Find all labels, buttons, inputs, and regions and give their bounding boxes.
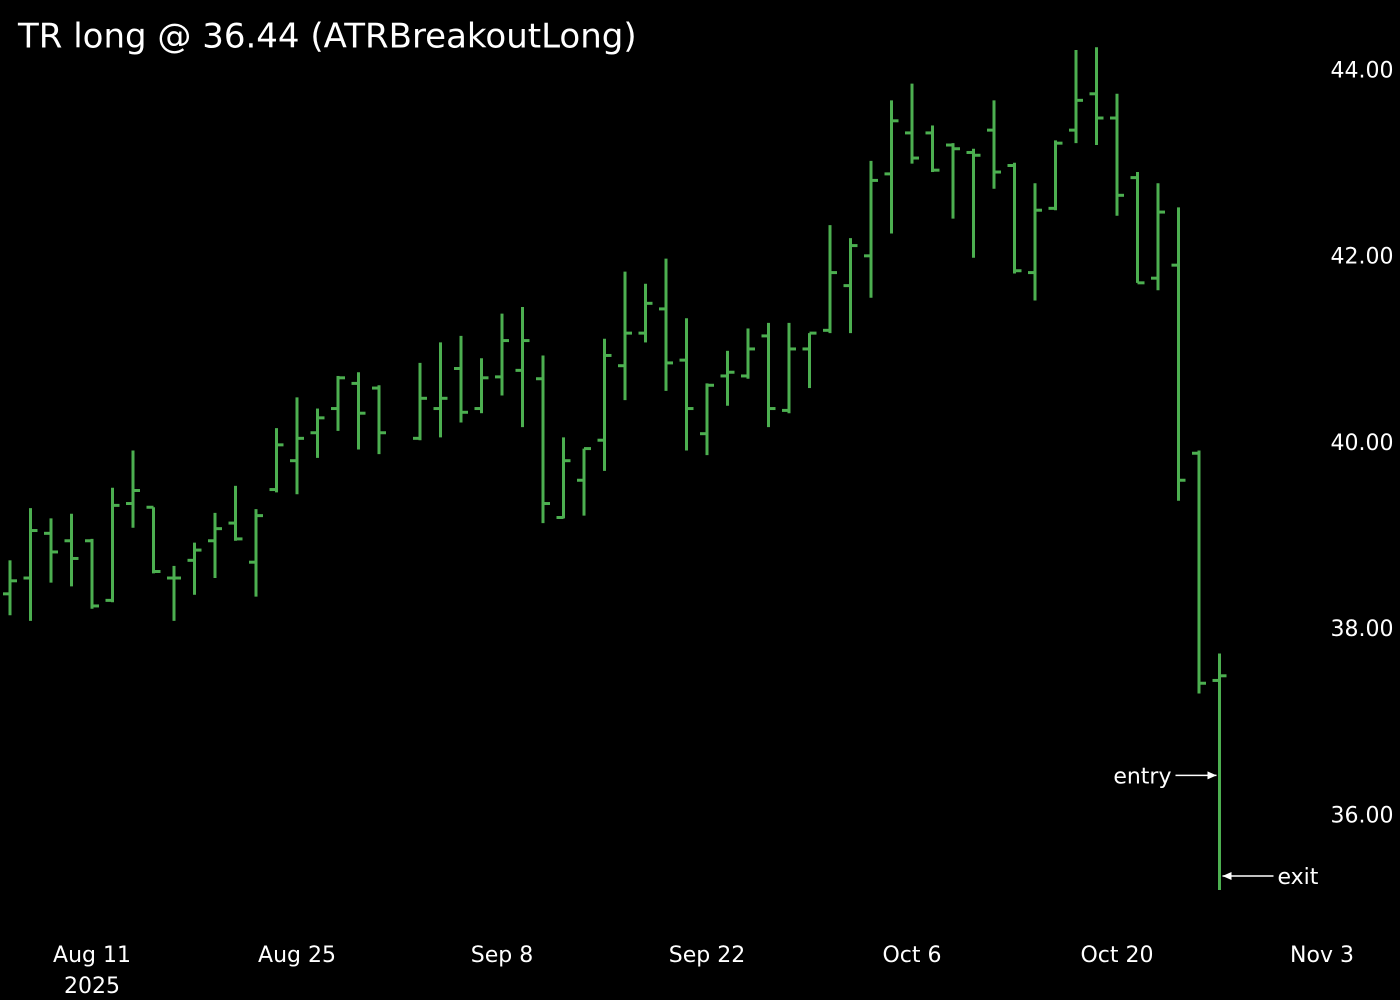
y-tick-label: 36.00	[1331, 803, 1394, 828]
x-tick-label: Aug 11	[53, 943, 131, 968]
x-tick-label: Sep 8	[471, 943, 533, 968]
x-tick-label: Nov 3	[1290, 943, 1354, 968]
x-tick-label: Sep 22	[669, 943, 745, 968]
annotation-arrowhead	[1222, 871, 1232, 880]
y-tick-label: 38.00	[1331, 617, 1394, 642]
annotation-arrowhead	[1207, 771, 1217, 780]
x-tick-label: Aug 25	[258, 943, 336, 968]
annotation-label: exit	[1278, 865, 1319, 890]
x-year-label: 2025	[64, 974, 120, 999]
y-tick-label: 40.00	[1331, 431, 1394, 456]
x-tick-label: Oct 6	[882, 943, 941, 968]
chart-title: TR long @ 36.44 (ATRBreakoutLong)	[17, 17, 637, 57]
annotation-label: entry	[1113, 764, 1171, 789]
x-tick-label: Oct 20	[1080, 943, 1153, 968]
y-tick-label: 44.00	[1331, 58, 1394, 83]
y-tick-label: 42.00	[1331, 245, 1394, 270]
